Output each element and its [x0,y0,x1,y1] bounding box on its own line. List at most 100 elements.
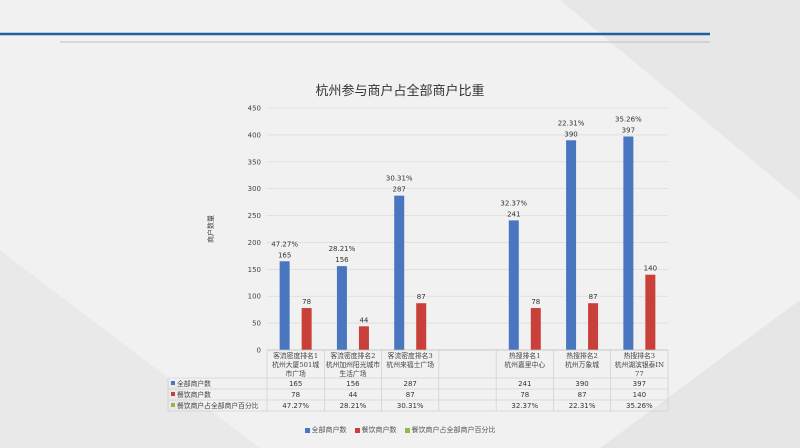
category-label: 市广场 [285,369,306,378]
data-table: 全部商户数 165 156 287 241 390 397 餐饮商户数 78 44 87 78 87 14… [167,349,669,412]
table-cell: 30.31% [397,402,424,410]
table-row-swatch [171,381,175,385]
category-label: 热搜排名1 [509,351,541,360]
category-label: 热搜排名3 [624,351,656,360]
bar-all-merchants [566,140,577,350]
value-label-percent: 30.31% [386,175,413,183]
gridlines [267,107,668,351]
legend-swatch [404,427,410,433]
value-label-all: 397 [622,127,635,135]
category-label: 客流密度排名1 [273,351,318,360]
bar-dining-merchants [530,308,541,350]
legend-swatch [304,427,310,433]
y-tick-label: 150 [248,266,261,274]
chart-title: 杭州参与商户占全部商户比重 [315,84,485,99]
bar-dining-merchants [301,308,312,350]
y-tick-label: 50 [252,320,261,328]
y-tick-label: 400 [248,131,261,139]
table-cell: 78 [520,391,529,399]
bar-all-merchants [336,266,347,350]
table-cell: 22.31% [569,402,596,410]
value-label-all: 156 [335,256,349,264]
legend-swatch [354,427,360,433]
data-labels: 165 47.27% 78 156 28.21% 44 287 30.31% 87 241 32.3… [271,116,657,325]
legend-label: 全部商户数 [311,426,347,434]
category-label: 杭州来福士广场 [386,360,434,369]
bar-dining-merchants [416,303,427,350]
y-tick-label: 300 [248,185,261,193]
value-label-dining: 78 [302,298,311,306]
table-cell: 78 [291,391,300,399]
legend-item: 餐饮商户占全部商户百分比 [404,426,496,434]
y-tick-label: 0 [257,347,261,355]
bar-all-merchants [394,195,405,350]
table-row-swatch [171,403,175,407]
table-cell: 44 [348,391,357,399]
table-cell: 87 [406,391,415,399]
table-cell: 32.37% [511,402,538,410]
table-cell: 28.21% [340,402,367,410]
category-label: 客流密度排名3 [388,351,433,360]
y-tick-label: 350 [248,158,261,166]
legend-label: 餐饮商户数 [361,426,397,434]
category-label: 杭州大厦501城 [272,360,319,369]
value-label-percent: 47.27% [271,240,298,248]
category-label: 77 [635,370,644,378]
value-label-dining: 78 [531,298,540,306]
category-label: 杭州万象城 [565,360,599,369]
value-label-dining: 44 [359,316,368,324]
y-tick-label: 100 [248,293,261,301]
category-label: 杭州嘉里中心 [504,360,545,369]
category-label: 热搜排名2 [566,351,598,360]
legend: 全部商户数 餐饮商户数 餐饮商户占全部商户百分比 [0,425,800,435]
table-row-swatch [171,392,175,396]
value-label-percent: 22.31% [558,119,585,127]
bar-dining-merchants [588,303,599,350]
category-label: 客流密度排名2 [330,351,375,360]
table-cell: 47.27% [282,402,309,410]
value-label-dining: 140 [644,265,657,273]
bar-dining-merchants [645,274,656,350]
value-label-dining: 87 [417,293,426,301]
table-cell: 140 [633,391,646,399]
table-cell: 287 [404,380,417,388]
value-label-dining: 87 [589,293,598,301]
y-axis: 0 50 100 150 200 250 300 350 400 450 商户数量 [206,105,261,355]
bar-dining-merchants [358,326,369,350]
table-cell: 165 [289,380,302,388]
table-row-label: 餐饮商户数 [177,390,211,399]
table-cell: 156 [346,380,360,388]
bar-all-merchants [508,220,519,350]
value-label-all: 287 [393,186,406,194]
table-row-label: 全部商户数 [177,379,211,388]
legend-item: 全部商户数 [304,426,347,434]
y-axis-title: 商户数量 [206,215,215,243]
legend-item: 餐饮商户数 [354,426,397,434]
bar-all-merchants [279,261,290,350]
table-cell: 87 [578,391,587,399]
table-cell: 241 [518,380,531,388]
bar-all-merchants [623,136,634,350]
table-cell: 397 [633,380,646,388]
category-label: 生活广场 [339,369,366,378]
y-tick-label: 200 [248,239,261,247]
y-tick-label: 250 [248,212,261,220]
value-label-percent: 32.37% [500,199,527,207]
category-label: 杭州加州阳光城市 [326,360,381,369]
value-label-all: 165 [278,251,291,259]
table-cell: 35.26% [626,402,653,410]
bars [279,136,656,350]
y-tick-label: 450 [248,105,261,113]
category-label: 杭州湖滨银泰IN [615,360,664,369]
value-label-percent: 35.26% [615,116,642,124]
value-label-all: 390 [564,130,577,138]
value-label-all: 241 [507,210,520,218]
value-label-percent: 28.21% [329,245,356,253]
table-cell: 390 [575,380,588,388]
legend-label: 餐饮商户占全部商户百分比 [411,426,496,434]
table-row-label: 餐饮商户占全部商户百分比 [177,401,259,410]
